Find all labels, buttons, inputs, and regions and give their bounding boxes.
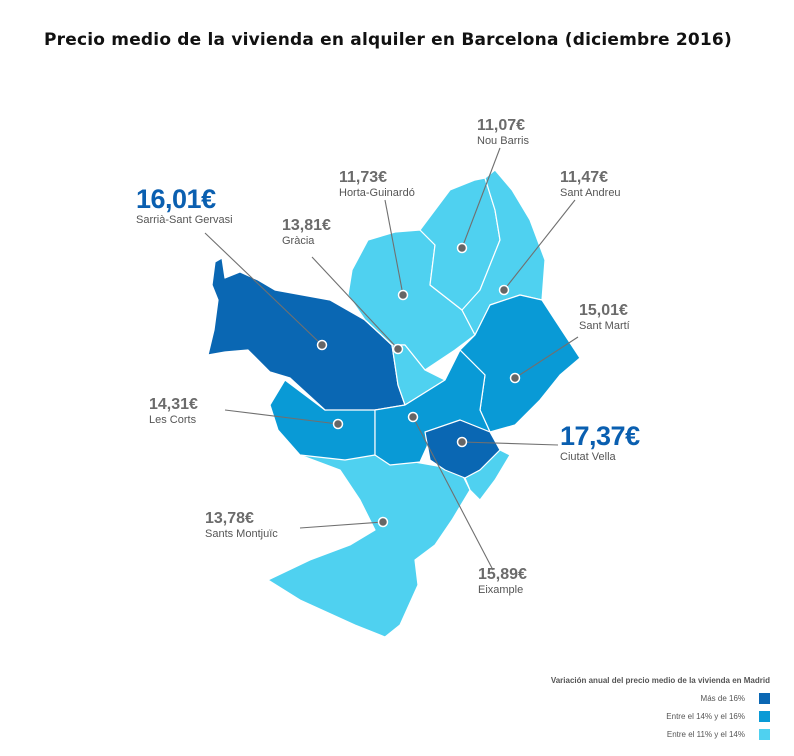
map-title: Precio medio de la vivienda en alquiler …: [44, 30, 732, 50]
label-sarria-sant-gervasi: 16,01€ Sarrià-Sant Gervasi: [136, 186, 233, 226]
marker-horta-guinardo: [397, 289, 409, 301]
label-horta-guinardo: 11,73€ Horta-Guinardó: [339, 170, 415, 199]
marker-sant-andreu: [498, 284, 510, 296]
price-nou-barris: 11,07€: [477, 117, 526, 134]
price-les-corts: 14,31€: [149, 396, 198, 413]
label-les-corts: 14,31€ Les Corts: [149, 397, 198, 426]
name-sarria-sant-gervasi: Sarrià-Sant Gervasi: [136, 214, 233, 226]
price-ciutat-vella: 17,37€: [560, 421, 640, 451]
name-sants-montjuic: Sants Montjuïc: [205, 528, 278, 540]
name-les-corts: Les Corts: [149, 414, 197, 426]
marker-nou-barris: [456, 242, 468, 254]
name-sant-marti: Sant Martí: [579, 320, 630, 332]
legend-swatch-high: [759, 692, 770, 704]
label-nou-barris: 11,07€ Nou Barris: [477, 118, 529, 147]
legend-item-high: Más de 16%: [551, 692, 770, 704]
name-ciutat-vella: Ciutat Vella: [560, 451, 616, 463]
marker-les-corts: [332, 418, 344, 430]
marker-ciutat-vella: [456, 436, 468, 448]
label-sant-marti: 15,01€ Sant Martí: [579, 303, 630, 332]
price-eixample: 15,89€: [478, 566, 527, 583]
legend-label-low: Entre el 11% y el 14%: [666, 729, 745, 739]
legend-item-low: Entre el 11% y el 14%: [551, 728, 770, 740]
label-sant-andreu: 11,47€ Sant Andreu: [560, 170, 621, 199]
label-ciutat-vella: 17,37€ Ciutat Vella: [560, 423, 640, 463]
name-sant-andreu: Sant Andreu: [560, 187, 621, 199]
name-horta-guinardo: Horta-Guinardó: [339, 187, 415, 199]
price-sant-marti: 15,01€: [579, 302, 628, 319]
legend-label-high: Más de 16%: [700, 693, 745, 703]
price-sants-montjuic: 13,78€: [205, 510, 254, 527]
legend-swatch-low: [759, 728, 770, 740]
price-horta-guinardo: 11,73€: [339, 169, 388, 186]
legend-item-mid: Entre el 14% y el 16%: [551, 710, 770, 722]
name-eixample: Eixample: [478, 584, 524, 596]
legend-label-mid: Entre el 14% y el 16%: [666, 711, 745, 721]
marker-sarria-sant-gervasi: [316, 339, 328, 351]
name-nou-barris: Nou Barris: [477, 135, 529, 147]
legend: Variación anual del precio medio de la v…: [551, 676, 770, 746]
label-eixample: 15,89€ Eixample: [478, 567, 527, 596]
marker-gracia: [392, 343, 404, 355]
port-area: [464, 449, 511, 501]
label-gracia: 13,81€ Gràcia: [282, 218, 331, 247]
price-sant-andreu: 11,47€: [560, 169, 609, 186]
legend-swatch-mid: [759, 710, 770, 722]
label-sants-montjuic: 13,78€ Sants Montjuïc: [205, 511, 278, 540]
marker-eixample: [407, 411, 419, 423]
price-sarria-sant-gervasi: 16,01€: [136, 184, 216, 214]
price-gracia: 13,81€: [282, 217, 331, 234]
legend-title: Variación anual del precio medio de la v…: [550, 676, 770, 685]
marker-sants-montjuic: [377, 516, 389, 528]
name-gracia: Gràcia: [282, 235, 315, 247]
marker-sant-marti: [509, 372, 521, 384]
